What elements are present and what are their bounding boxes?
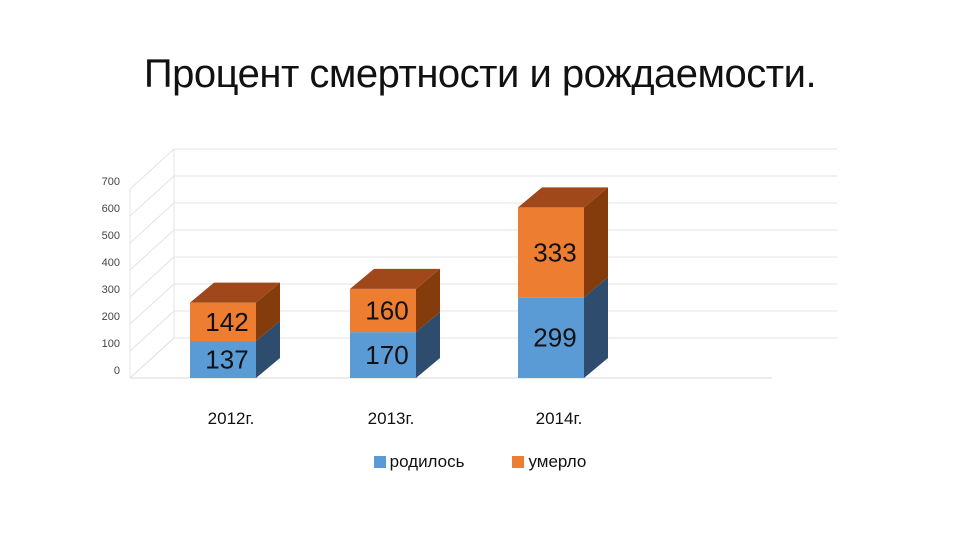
y-tick-label-100: 100 (102, 338, 120, 350)
y-axis-ticks: 0 100 200 300 400 500 600 700 (102, 176, 120, 377)
bar-родилось-2013г. (350, 332, 416, 378)
bar-родилось-2014г. (518, 297, 584, 378)
bar-side-родилось-2014г. (584, 277, 608, 378)
bar-side-умерло-2014г. (584, 187, 608, 298)
category-label-2014г.: 2014г. (536, 409, 583, 428)
bar-side-умерло-2012г. (256, 282, 280, 342)
y-tick-label-700: 700 (102, 176, 120, 188)
bar-side-умерло-2013г. (416, 268, 440, 333)
category-label-2012г.: 2012г. (208, 409, 255, 428)
y-tick-label-200: 200 (102, 311, 120, 323)
bar-умерло-2014г. (518, 207, 584, 298)
bar-умерло-2012г. (190, 302, 256, 342)
bar-side-родилось-2012г. (256, 321, 280, 378)
gridline-wall-400 (129, 229, 175, 271)
legend-item-died: умерло (512, 452, 586, 472)
bar-top-2012г. (190, 282, 280, 303)
legend-label-born: родилось (389, 452, 465, 471)
value-label-родилось-2012г.: 137 (205, 345, 248, 375)
bar-top-2013г. (350, 268, 440, 289)
y-tick-label-500: 500 (102, 230, 120, 242)
y-tick-label-600: 600 (102, 203, 120, 215)
category-label-2013г.: 2013г. (368, 409, 415, 428)
value-labels: 137 142 170 160 299 333 (205, 237, 576, 374)
gridline-wall-700 (129, 148, 175, 190)
legend: родилось умерло (0, 452, 960, 472)
value-label-родилось-2014г.: 299 (533, 323, 576, 353)
gridline-wall-100 (129, 310, 175, 352)
value-label-умерло-2014г.: 333 (533, 237, 576, 267)
value-label-родилось-2013г.: 170 (365, 340, 408, 370)
bar-side-родилось-2013г. (416, 312, 440, 378)
slide-title: Процент смертности и рождаемости. (143, 52, 817, 96)
gridline-wall-200 (129, 283, 175, 325)
value-label-умерло-2013г.: 160 (365, 296, 408, 326)
value-label-умерло-2012г.: 142 (205, 307, 248, 337)
category-labels: 2012г. 2013г. 2014г. (208, 409, 583, 428)
gridline-wall-300 (129, 256, 175, 298)
bar-родилось-2012г. (190, 341, 256, 378)
bar-top-2014г. (518, 187, 608, 208)
gridlines (129, 148, 837, 379)
legend-swatch-born (373, 456, 386, 468)
bar-умерло-2013г. (350, 288, 416, 333)
y-tick-label-300: 300 (102, 284, 120, 296)
legend-label-died: умерло (528, 452, 587, 471)
y-tick-label-0: 0 (114, 365, 120, 377)
gridline-wall-500 (129, 202, 175, 244)
gridline-wall-600 (129, 175, 175, 217)
legend-swatch-died (512, 456, 525, 468)
bars (190, 187, 608, 378)
gridline-wall-0 (129, 337, 175, 379)
y-tick-label-400: 400 (102, 257, 120, 269)
legend-item-born: родилось (373, 452, 465, 472)
